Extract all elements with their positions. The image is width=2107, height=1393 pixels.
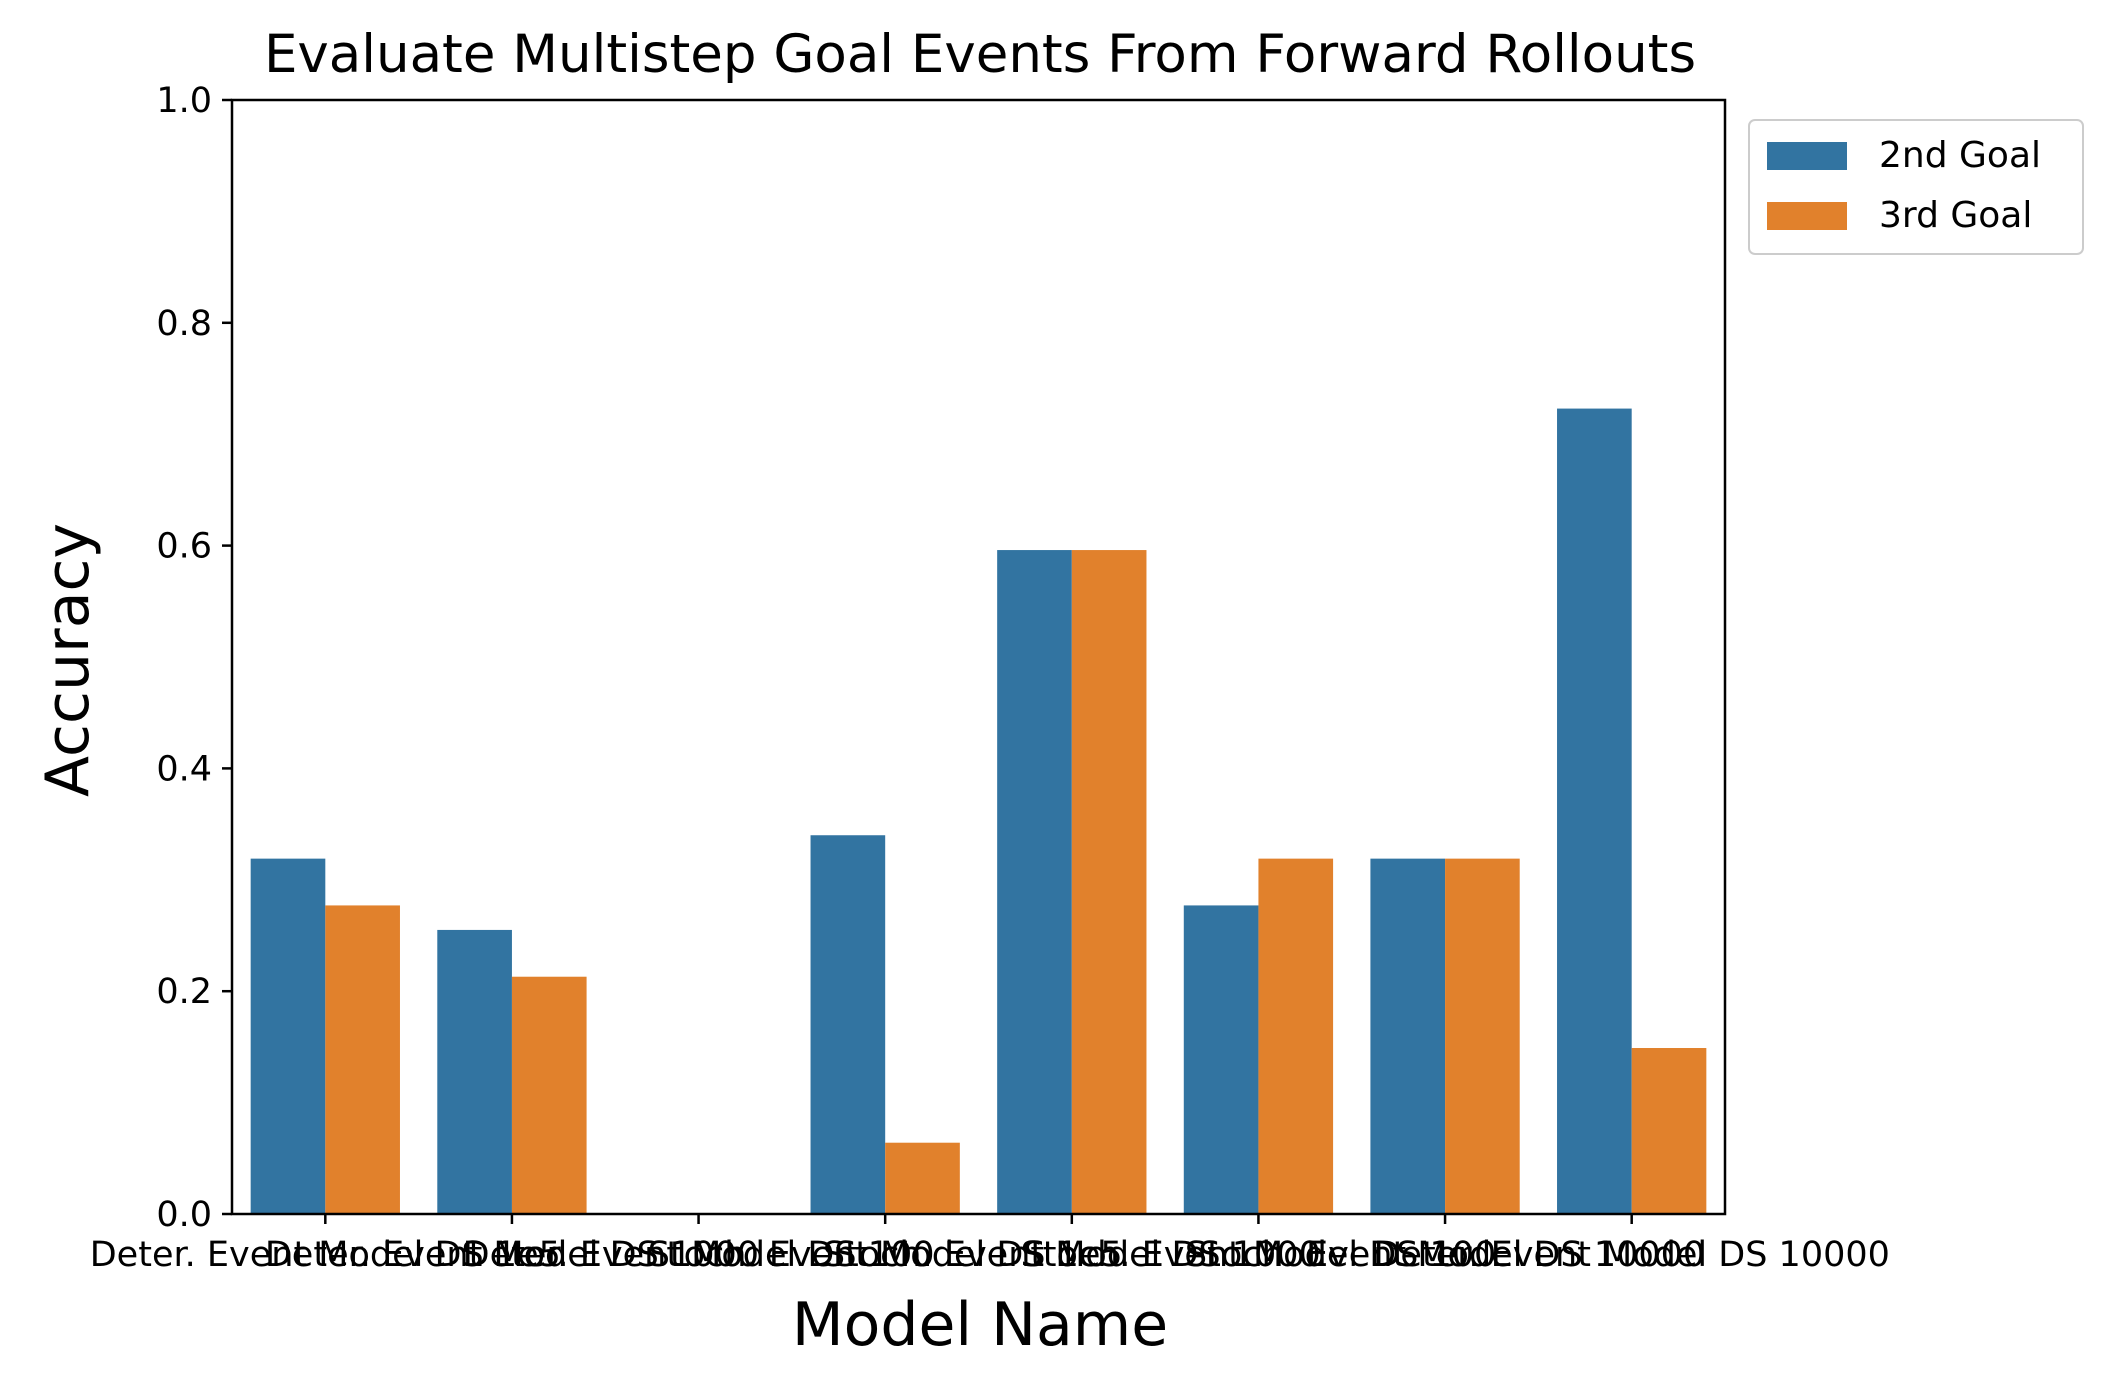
plot-frame [230,98,1727,1216]
y-tick-label: 0.0 [156,1195,212,1235]
x-tick-label: Deter. Event Model DS 10000 [1373,1235,1889,1275]
x-axis-label: Model Name [792,1290,1168,1360]
bar-series1-4 [810,835,886,1214]
x-tick-label: Stoch. Event Model DS 100 [1021,1235,1497,1275]
x-tick-label: Stoch. Event Model DS 1e5 [648,1235,1123,1275]
y-ticks: 0.0 0.2 0.4 0.6 0.8 1.0 [156,81,232,1235]
bar-series1-5 [997,550,1072,1214]
legend-swatch [1767,202,1847,230]
bar-series1-2 [437,929,512,1214]
bar-series1-6 [1183,905,1259,1214]
bar-series1-8 [1557,408,1632,1214]
bar-series2-8 [1631,1048,1707,1214]
x-tick-label: Stoch. Event Model DS 10000 [1185,1235,1705,1275]
y-axis-label: Accuracy [33,523,103,797]
y-tick-label: 0.4 [156,749,212,789]
y-tick-label: 0.6 [156,527,212,567]
bar-series1-1 [250,858,326,1214]
bars-layer [250,408,1707,1214]
y-tick-label: 1.0 [156,81,212,121]
x-tick-label: Deter. Event Model DS 100 [463,1235,935,1275]
bar-series2-2 [511,976,587,1214]
legend-swatch [1767,142,1847,170]
y-tick-label: 0.8 [156,304,212,344]
x-tick-label: Stoch. Event Model DS 1000 [823,1235,1321,1275]
y-tick-label: 0.2 [156,972,212,1012]
legend-label: 3rd Goal [1879,195,2032,236]
bar-series2-6 [1258,858,1334,1214]
bar-series1-7 [1370,858,1446,1214]
legend: 2nd Goal 3rd Goal [1748,119,2084,255]
bar-series2-4 [885,1142,960,1214]
chart-title: Evaluate Multistep Goal Events From Forw… [264,24,1696,85]
legend-label: 2nd Goal [1879,135,2041,176]
bar-series2-7 [1445,858,1520,1214]
x-tick-label: Deter. Event Model DS 1e5 [90,1235,561,1275]
bar-series2-1 [325,905,400,1214]
bar-series2-5 [1071,550,1147,1214]
x-tick-label: Deter. Event Model DS 1000 [265,1235,759,1275]
